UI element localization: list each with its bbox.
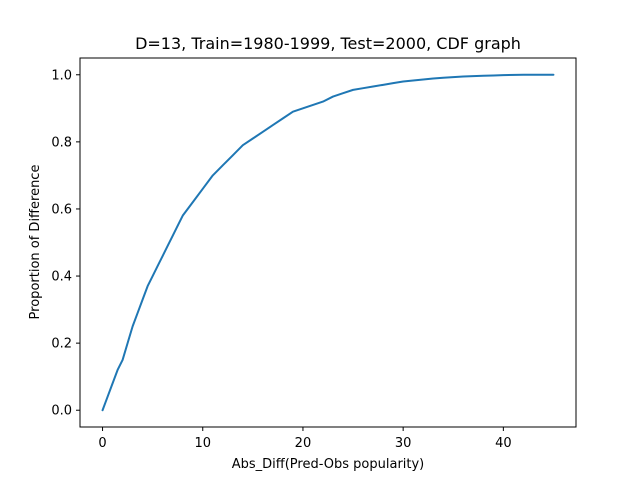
plot-frame bbox=[79, 57, 577, 428]
chart-title: D=13, Train=1980-1999, Test=2000, CDF gr… bbox=[135, 34, 521, 53]
y-axis-ticks: 0.0 0.2 0.4 0.6 0.8 1.0 bbox=[51, 68, 80, 419]
x-axis-ticks: 0 10 20 30 40 bbox=[98, 427, 512, 451]
x-tick-label: 0 bbox=[98, 436, 106, 451]
cdf-series-line bbox=[101, 73, 555, 412]
x-tick-label: 10 bbox=[194, 436, 211, 451]
y-axis-label: Proportion of Difference bbox=[28, 165, 43, 320]
x-tick-label: 20 bbox=[295, 436, 312, 451]
x-axis-label: Abs_Diff(Pred-Obs popularity) bbox=[232, 457, 425, 472]
y-tick-label: 0.4 bbox=[51, 270, 72, 285]
y-tick-label: 1.0 bbox=[51, 68, 72, 83]
x-tick-label: 30 bbox=[395, 436, 412, 451]
y-tick-label: 0.6 bbox=[51, 202, 72, 217]
y-tick-label: 0.0 bbox=[51, 404, 72, 419]
y-tick-label: 0.8 bbox=[51, 135, 72, 150]
x-tick-label: 40 bbox=[495, 436, 512, 451]
y-tick-label: 0.2 bbox=[51, 337, 72, 352]
